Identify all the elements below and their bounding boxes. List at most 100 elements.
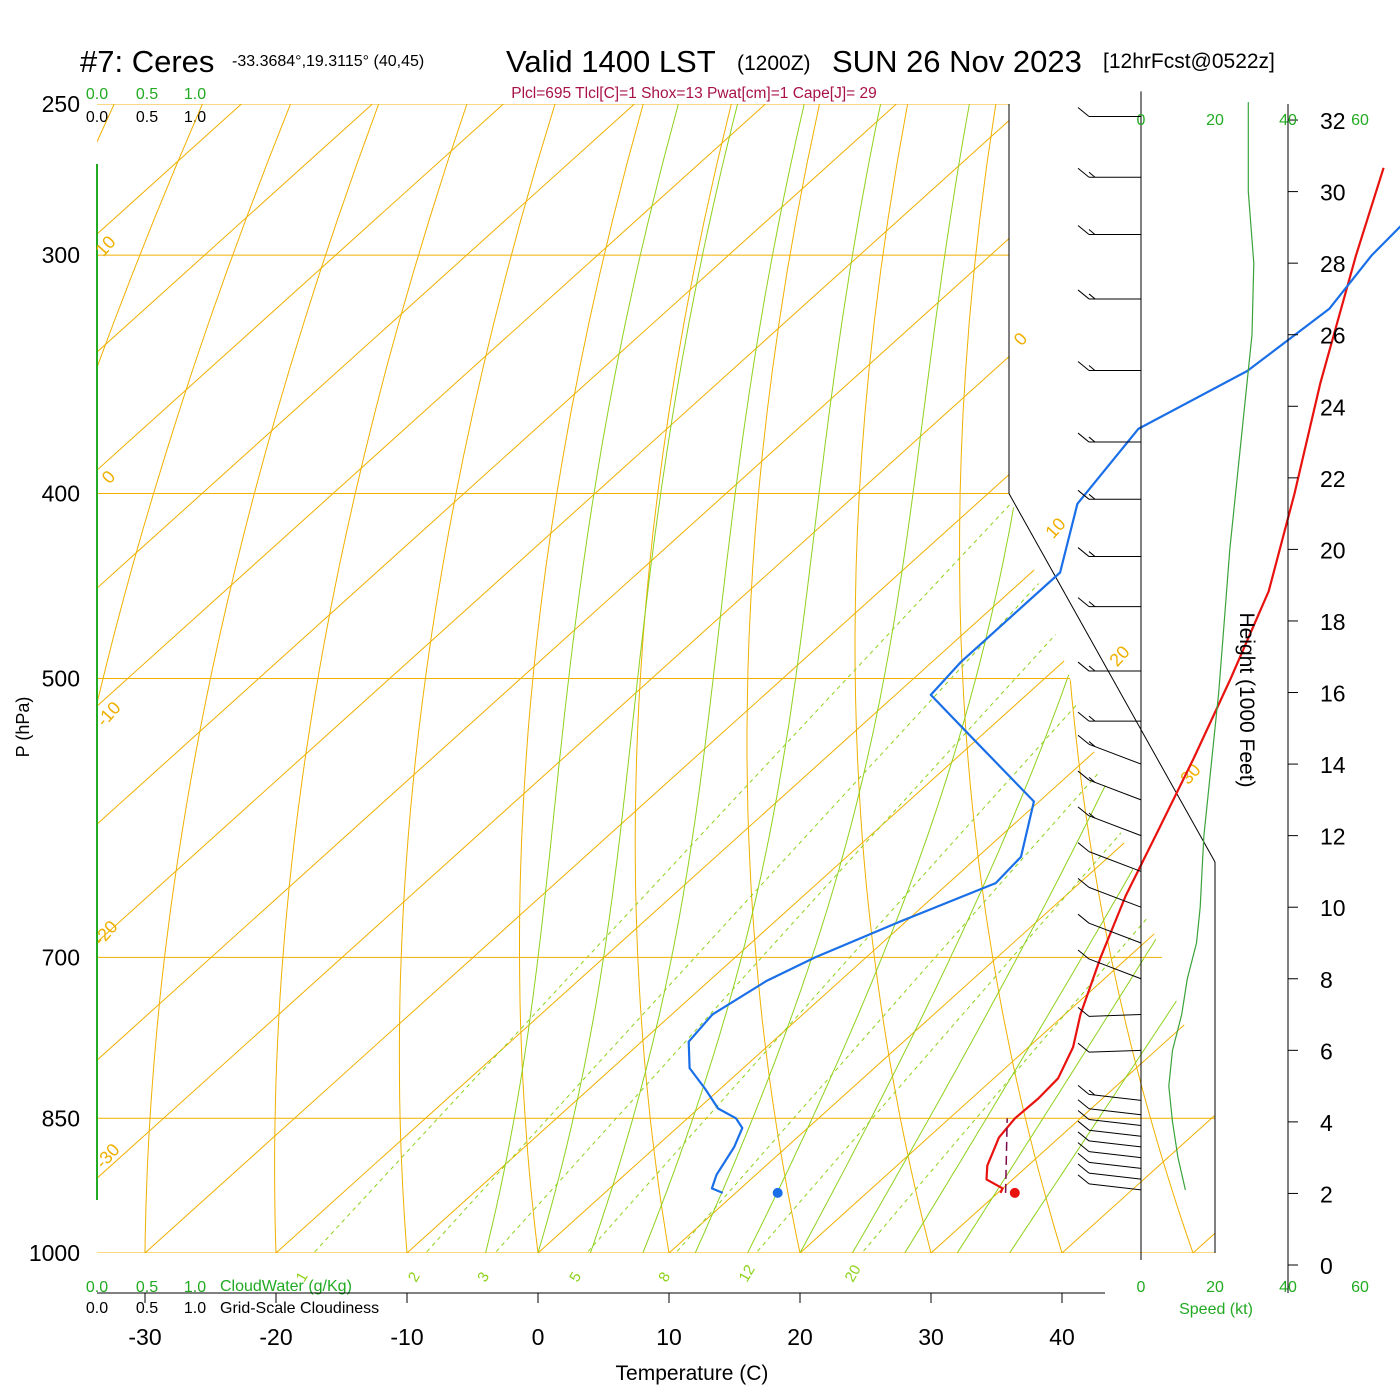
height-tick-label: 2	[1320, 1181, 1333, 1207]
barb-shaft	[1088, 958, 1142, 980]
isotherm-label: 0	[98, 467, 120, 488]
barb-feather	[1077, 711, 1090, 722]
parcel-profile	[1004, 1118, 1008, 1193]
barb-half-feather	[1088, 715, 1096, 722]
barb-half-feather	[1088, 776, 1096, 783]
cloud-scale-green-tick: 0.5	[136, 1279, 158, 1296]
wind-barb	[1077, 1110, 1142, 1126]
x-tick-label: -30	[128, 1324, 161, 1350]
barb-feather	[1077, 289, 1090, 300]
barb-half-feather	[1088, 436, 1096, 443]
barb-shaft	[1088, 1118, 1142, 1126]
barb-feather	[1077, 806, 1090, 817]
barb-feather	[1077, 842, 1090, 853]
barb-feather	[1077, 225, 1090, 235]
pressure-tick-label: 400	[42, 481, 80, 507]
pressure-tick-label: 250	[42, 91, 80, 117]
barb-shaft	[1088, 1108, 1142, 1116]
dry-adiabat	[634, 104, 732, 1253]
mixing-ratio-line	[847, 493, 1215, 1253]
height-tick-label: 20	[1320, 537, 1346, 563]
height-tick-label: 6	[1320, 1038, 1333, 1064]
dry-adiabat	[519, 104, 644, 1253]
pressure-tick-label: 700	[42, 944, 80, 970]
height-tick-label: 16	[1320, 681, 1346, 707]
cloudiness-label: Grid-Scale Cloudiness	[220, 1300, 379, 1317]
barb-feather	[1077, 107, 1090, 117]
mixing-ratio-label: 3	[474, 1269, 493, 1285]
mixing-ratio-label: 20	[842, 1262, 865, 1285]
cloud-scale-black-tick: 0.0	[86, 1300, 108, 1317]
barb-feather	[1077, 770, 1090, 781]
x-tick-label: -10	[390, 1324, 423, 1350]
height-tick-label: 22	[1320, 466, 1346, 492]
wind-barb	[1077, 1042, 1142, 1053]
barb-feather	[1077, 1085, 1090, 1095]
pressure-tick-label: 1000	[29, 1240, 80, 1266]
isotherm-line	[97, 104, 635, 1253]
height-tick-label: 14	[1320, 752, 1346, 778]
isotherm-label: 10	[1041, 514, 1069, 542]
cloud-scale-green-tick: 0.0	[86, 86, 108, 103]
wind-barb	[1077, 547, 1141, 558]
dry-adiabat	[144, 104, 380, 1253]
mixing-ratio-label: 2	[405, 1269, 424, 1285]
wind-barb	[1077, 734, 1142, 765]
mixing-ratio-line	[410, 493, 1123, 1253]
x-tick-label: -20	[259, 1324, 292, 1350]
dry-adiabat	[97, 104, 291, 1253]
barb-shaft	[1088, 1151, 1142, 1159]
barb-feather	[1077, 1006, 1090, 1017]
height-tick-label: 32	[1320, 108, 1346, 134]
barb-half-feather	[1088, 601, 1096, 608]
isotherm-label: 10	[91, 232, 119, 260]
isotherm-label: -20	[89, 917, 121, 950]
isotherm-line	[97, 104, 504, 1253]
station-title: #7: Ceres	[80, 44, 214, 79]
wind-barb	[1077, 167, 1141, 178]
wind-barb	[1077, 432, 1141, 443]
isotherm-line	[668, 104, 1215, 1253]
x-tick-label: 0	[532, 1324, 545, 1350]
barb-feather	[1077, 734, 1090, 745]
barb-half-feather	[1088, 551, 1096, 557]
speed-tick-bottom: 60	[1351, 1279, 1369, 1296]
height-axis-label: Height (1000 Feet)	[1235, 612, 1258, 787]
barb-feather	[1077, 1174, 1090, 1185]
isotherm-line	[1192, 104, 1215, 1253]
x-tick-label: 20	[787, 1324, 813, 1350]
wind-barb	[1077, 289, 1141, 300]
frame-diagonal	[1008, 493, 1216, 863]
isotherm-line	[930, 104, 1215, 1253]
moist-adiabat	[589, 104, 805, 1253]
isotherm-label: 20	[1105, 642, 1133, 670]
wind-barb	[1077, 489, 1141, 500]
barb-shaft	[1088, 886, 1142, 908]
barb-half-feather	[1088, 493, 1096, 500]
barb-half-feather	[1088, 812, 1096, 819]
wind-barb	[1077, 913, 1142, 944]
barb-half-feather	[1088, 229, 1096, 235]
height-tick-label: 28	[1320, 251, 1346, 277]
pressure-tick-label: 500	[42, 666, 80, 692]
barb-half-feather	[1088, 293, 1096, 300]
stability-indices: Plcl=695 Tlcl[C]=1 Shox=13 Pwat[cm]=1 Ca…	[511, 85, 876, 102]
height-tick-label: 24	[1320, 394, 1346, 420]
barb-feather	[1077, 432, 1090, 443]
speed-tick-top: 20	[1206, 112, 1224, 129]
speed-tick-top: 60	[1351, 112, 1369, 129]
valid-time: Valid 1400 LST	[506, 44, 716, 79]
dry-adiabat	[398, 104, 556, 1253]
speed-tick-bottom: 0	[1137, 1279, 1146, 1296]
barb-feather	[1077, 1110, 1090, 1120]
barb-shaft	[1088, 922, 1142, 944]
wind-barb	[1077, 806, 1142, 837]
forecast-label: [12hrFcst@0522z]	[1103, 50, 1275, 73]
cloud-scale-bottom: 0.0 0.5 1.0 0.0 0.5 1.0	[86, 1279, 206, 1317]
moist-adiabat	[851, 104, 1215, 1253]
barb-half-feather	[1088, 741, 1096, 747]
mixing-ratio-label: 8	[655, 1269, 674, 1285]
barb-feather	[1077, 1153, 1090, 1163]
